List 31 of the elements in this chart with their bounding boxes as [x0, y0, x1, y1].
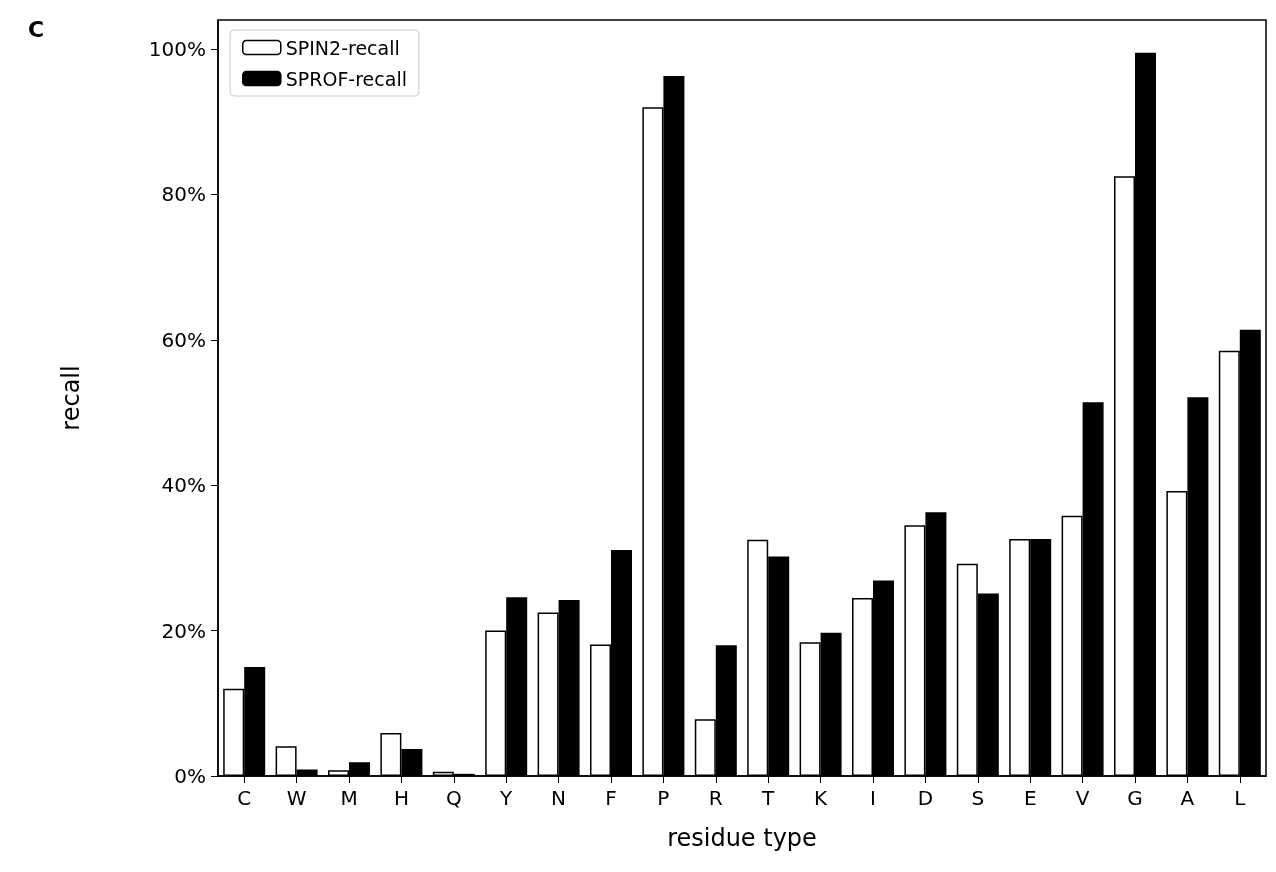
y-tick-label: 60% [161, 327, 206, 352]
y-tick-label: 40% [161, 473, 206, 498]
x-tick-label: K [814, 786, 829, 810]
x-tick-label: W [286, 786, 307, 810]
x-tick-label: G [1127, 786, 1143, 810]
x-tick-label: R [708, 786, 723, 810]
x-tick-label: V [1075, 786, 1090, 810]
legend-label: SPIN2-recall [285, 36, 400, 59]
x-tick-label: N [551, 786, 567, 810]
x-tick-label: Q [445, 786, 462, 810]
y-tick-label: 0% [174, 764, 206, 788]
y-tick-label: 80% [161, 182, 206, 207]
x-tick-label: F [605, 786, 617, 810]
x-tick-label: C [237, 786, 252, 810]
x-tick-label: H [393, 786, 409, 810]
x-tick-label: I [870, 786, 876, 810]
x-tick-label: L [1234, 786, 1247, 810]
y-tick-label: 20% [161, 618, 206, 643]
x-tick-label: S [971, 786, 985, 810]
x-axis-title: residue type [667, 824, 817, 852]
x-tick-label: E [1023, 786, 1037, 810]
x-tick-label: M [340, 786, 358, 810]
x-tick-label: Y [499, 786, 514, 810]
x-tick-label: T [761, 786, 776, 810]
x-tick-label: P [657, 786, 670, 810]
legend-label: SPROF-recall [285, 67, 407, 90]
x-tick-label: A [1180, 786, 1195, 810]
x-tick-label: D [917, 786, 934, 810]
y-axis-title: recall [57, 365, 85, 431]
text: C [28, 16, 45, 42]
y-tick-label: 100% [148, 37, 206, 62]
